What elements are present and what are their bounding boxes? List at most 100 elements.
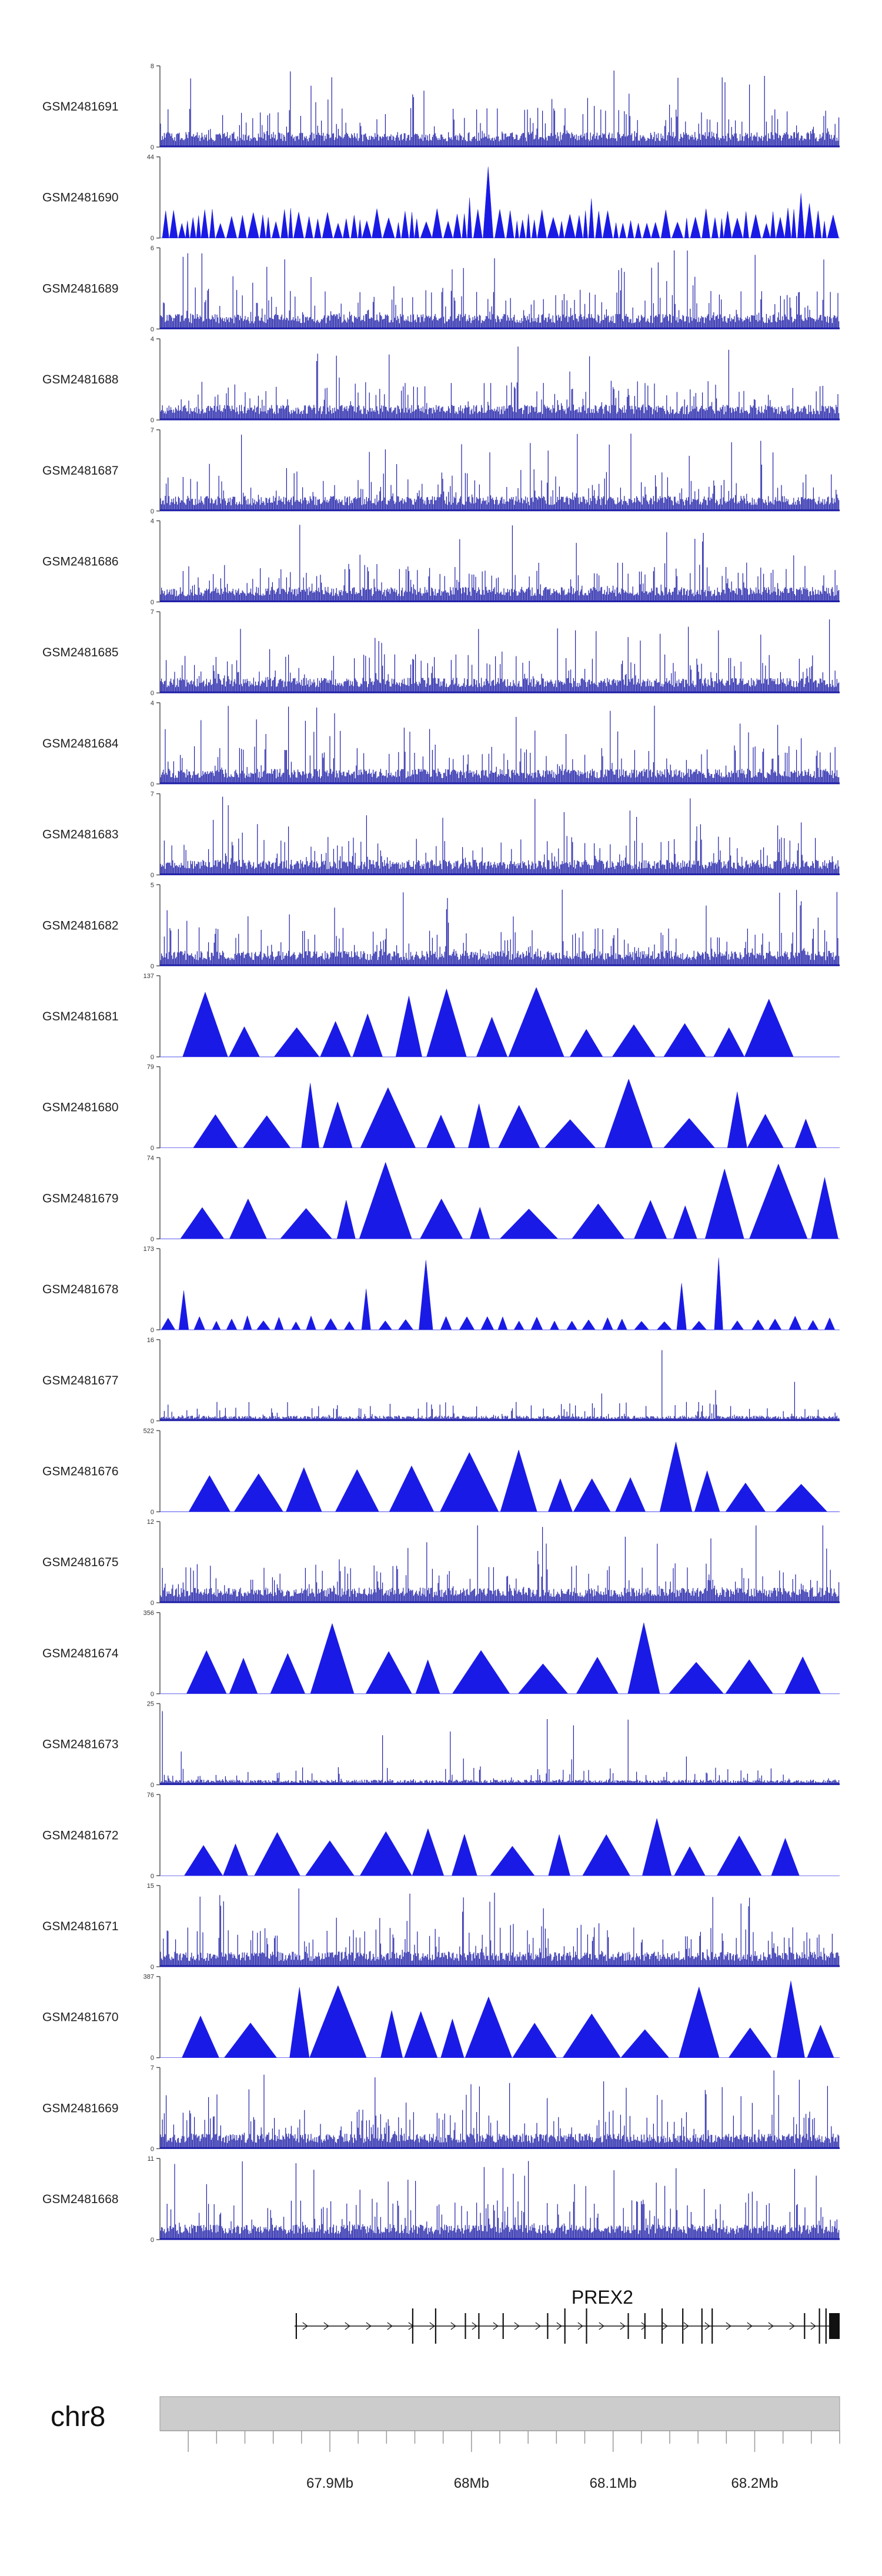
x-tick-label: 68.2Mb [731,2475,778,2491]
gene-track: PREX2 [294,2287,840,2344]
track-label: GSM2481682 [42,919,119,932]
y-zero-label: 0 [151,1964,154,1971]
y-max-label: 356 [143,1610,154,1617]
strand-arrow [450,2322,456,2330]
strand-arrow [641,2322,647,2330]
y-max-label: 12 [147,1519,154,1526]
track-label: GSM2481668 [42,2193,119,2206]
track-GSM2481686: GSM2481686 4 0 [42,518,840,606]
y-max-label: 4 [151,518,154,525]
y-max-label: 25 [147,1701,154,1708]
coverage-area [160,1818,840,1876]
track-GSM2481674: GSM2481674 356 0 [42,1610,840,1698]
x-tick-label: 68Mb [454,2475,489,2491]
y-max-label: 7 [151,609,154,616]
track-GSM2481680: GSM2481680 79 0 [42,1064,840,1152]
coverage-bars [160,2161,840,2240]
gene-exon [478,2313,480,2339]
track-GSM2481675: GSM2481675 12 0 [42,1519,840,1607]
gene-exon [711,2308,713,2344]
strand-arrow [429,2322,435,2330]
strand-arrow [599,2322,604,2330]
y-zero-label: 0 [151,599,154,606]
strand-arrow [683,2322,689,2330]
y-max-label: 7 [151,2064,154,2071]
track-GSM2481679: GSM2481679 74 0 [42,1154,840,1243]
strand-arrow [556,2322,562,2330]
track-label: GSM2481688 [42,373,119,386]
track-label: GSM2481671 [42,1920,119,1933]
y-zero-label: 0 [151,1782,154,1789]
track-GSM2481668: GSM2481668 11 0 [42,2155,840,2244]
gene-exon [465,2313,466,2339]
strand-arrow [662,2322,668,2330]
track-GSM2481676: GSM2481676 522 0 [42,1428,840,1516]
y-zero-label: 0 [151,690,154,697]
coverage-bars [160,1888,840,1967]
coverage-area [160,1442,840,1512]
coverage-bars [160,1350,840,1421]
y-zero-label: 0 [151,1054,154,1061]
y-zero-label: 0 [151,326,154,333]
y-zero-label: 0 [151,2237,154,2244]
y-max-label: 16 [147,1337,154,1344]
track-label: GSM2481676 [42,1465,119,1479]
y-max-label: 4 [151,700,154,707]
strand-arrow [577,2322,583,2330]
track-label: GSM2481674 [42,1647,119,1660]
y-zero-label: 0 [151,2055,154,2062]
track-GSM2481682: GSM2481682 5 0 [42,882,840,970]
coverage-bars [160,71,840,147]
track-GSM2481669: GSM2481669 7 0 [42,2064,840,2153]
gene-exon [701,2308,703,2344]
track-GSM2481685: GSM2481685 7 0 [42,609,840,697]
gene-exon [502,2313,504,2339]
y-max-label: 15 [147,1883,154,1890]
coverage-area [160,1162,840,1239]
track-label: GSM2481678 [42,1283,119,1296]
coverage-area [160,166,840,239]
y-max-label: 7 [151,791,154,798]
strand-arrow [323,2322,329,2330]
y-zero-label: 0 [151,1327,154,1334]
track-label: GSM2481680 [42,1101,119,1115]
gene-exon [564,2308,566,2344]
track-GSM2481681: GSM2481681 137 0 [42,973,840,1061]
y-zero-label: 0 [151,1509,154,1516]
y-zero-label: 0 [151,508,154,515]
track-GSM2481690: GSM2481690 44 0 [42,154,840,242]
y-max-label: 7 [151,427,154,434]
strand-arrow [345,2322,350,2330]
coverage-area [160,1623,840,1694]
track-label: GSM2481675 [42,1556,119,1569]
y-zero-label: 0 [151,1145,154,1152]
gene-exon [295,2313,297,2339]
strand-arrow [493,2322,499,2330]
coverage-area [160,1257,840,1330]
y-max-label: 44 [147,154,154,161]
track-label: GSM2481684 [42,737,119,750]
genome-axis: chr8 67.9Mb 68Mb 68.1Mb 68.2Mb [51,2396,840,2491]
track-GSM2481684: GSM2481684 4 0 [42,700,840,788]
strand-arrow [302,2322,308,2330]
y-zero-label: 0 [151,2145,154,2153]
track-label: GSM2481669 [42,2101,119,2115]
track-label: GSM2481683 [42,828,119,842]
y-zero-label: 0 [151,872,154,879]
y-max-label: 74 [147,1154,154,1162]
track-GSM2481678: GSM2481678 173 0 [42,1246,840,1334]
coverage-bars [160,619,840,693]
track-GSM2481671: GSM2481671 15 0 [42,1883,840,1971]
strand-arrow [768,2322,774,2330]
strand-arrow [535,2322,541,2330]
coverage-bars [160,705,840,784]
y-max-label: 173 [143,1246,154,1253]
y-zero-label: 0 [151,781,154,788]
gene-exon-terminal [829,2313,840,2339]
track-label: GSM2481672 [42,1828,119,1842]
y-zero-label: 0 [151,1873,154,1880]
strand-arrow [472,2322,477,2330]
track-label: GSM2481690 [42,191,119,205]
y-max-label: 387 [143,1974,154,1981]
coverage-bars [160,2070,840,2149]
